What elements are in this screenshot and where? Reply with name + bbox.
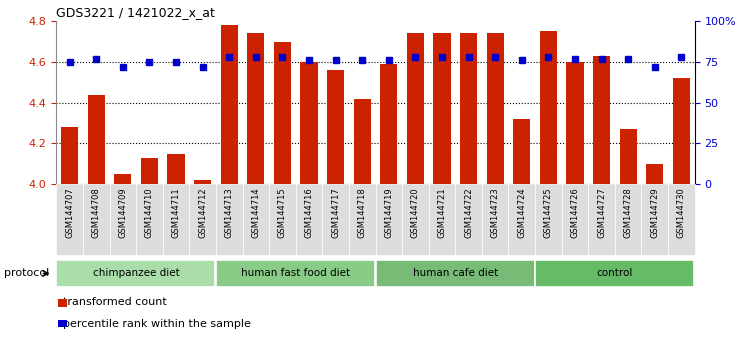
Bar bbox=[646, 164, 663, 184]
Bar bbox=[56, 184, 83, 255]
Text: GSM144718: GSM144718 bbox=[357, 188, 366, 238]
Text: GSM144726: GSM144726 bbox=[571, 188, 580, 238]
Text: GSM144710: GSM144710 bbox=[145, 188, 154, 238]
Text: GSM144729: GSM144729 bbox=[650, 188, 659, 238]
Bar bbox=[593, 56, 611, 184]
Text: GSM144715: GSM144715 bbox=[278, 188, 287, 238]
Bar bbox=[167, 154, 185, 184]
Text: GSM144714: GSM144714 bbox=[252, 188, 261, 238]
Bar bbox=[535, 260, 694, 287]
Bar bbox=[460, 33, 477, 184]
Text: GSM144728: GSM144728 bbox=[623, 188, 632, 238]
Bar bbox=[243, 184, 269, 255]
Text: percentile rank within the sample: percentile rank within the sample bbox=[56, 319, 251, 329]
Bar bbox=[140, 158, 158, 184]
Bar bbox=[620, 129, 637, 184]
Bar bbox=[455, 184, 482, 255]
Bar bbox=[588, 184, 615, 255]
Bar bbox=[354, 99, 371, 184]
Bar bbox=[508, 184, 535, 255]
Bar bbox=[216, 260, 375, 287]
Text: GDS3221 / 1421022_x_at: GDS3221 / 1421022_x_at bbox=[56, 6, 216, 19]
Bar bbox=[110, 184, 136, 255]
Bar bbox=[376, 184, 402, 255]
Text: GSM144707: GSM144707 bbox=[65, 188, 74, 238]
Text: GSM144723: GSM144723 bbox=[490, 188, 499, 238]
Bar bbox=[535, 184, 562, 255]
Bar bbox=[56, 260, 216, 287]
Bar bbox=[221, 25, 238, 184]
Text: GSM144713: GSM144713 bbox=[225, 188, 234, 238]
Bar bbox=[566, 62, 584, 184]
Bar bbox=[83, 184, 110, 255]
Text: human fast food diet: human fast food diet bbox=[241, 268, 350, 279]
Text: GSM144724: GSM144724 bbox=[517, 188, 526, 238]
Text: GSM144711: GSM144711 bbox=[171, 188, 180, 238]
Bar bbox=[136, 184, 163, 255]
Bar bbox=[269, 184, 296, 255]
Bar bbox=[562, 184, 588, 255]
Text: control: control bbox=[597, 268, 633, 279]
Text: GSM144720: GSM144720 bbox=[411, 188, 420, 238]
Bar bbox=[349, 184, 376, 255]
Text: GSM144716: GSM144716 bbox=[304, 188, 313, 238]
Bar bbox=[189, 184, 216, 255]
Bar bbox=[61, 127, 78, 184]
Bar bbox=[216, 184, 243, 255]
Text: GSM144712: GSM144712 bbox=[198, 188, 207, 238]
Bar bbox=[615, 184, 641, 255]
Bar bbox=[114, 174, 131, 184]
Bar bbox=[429, 184, 455, 255]
Bar bbox=[322, 184, 349, 255]
Text: protocol: protocol bbox=[4, 268, 49, 279]
Text: GSM144730: GSM144730 bbox=[677, 188, 686, 238]
Bar bbox=[88, 95, 105, 184]
Text: chimpanzee diet: chimpanzee diet bbox=[92, 268, 179, 279]
Text: GSM144721: GSM144721 bbox=[438, 188, 447, 238]
Bar bbox=[274, 41, 291, 184]
Bar bbox=[407, 33, 424, 184]
Bar bbox=[163, 184, 189, 255]
Text: transformed count: transformed count bbox=[56, 297, 167, 307]
Text: GSM144717: GSM144717 bbox=[331, 188, 340, 238]
Bar bbox=[247, 33, 264, 184]
Bar bbox=[513, 119, 530, 184]
Text: GSM144722: GSM144722 bbox=[464, 188, 473, 238]
Bar bbox=[433, 33, 451, 184]
Bar bbox=[673, 78, 690, 184]
Bar bbox=[376, 260, 535, 287]
Bar bbox=[296, 184, 322, 255]
Bar bbox=[402, 184, 429, 255]
Bar bbox=[380, 64, 397, 184]
Bar bbox=[641, 184, 668, 255]
Bar bbox=[487, 33, 504, 184]
Bar bbox=[482, 184, 508, 255]
Bar bbox=[327, 70, 344, 184]
Bar bbox=[300, 62, 318, 184]
Text: human cafe diet: human cafe diet bbox=[412, 268, 498, 279]
Text: GSM144708: GSM144708 bbox=[92, 188, 101, 238]
Bar bbox=[194, 180, 211, 184]
Bar bbox=[540, 32, 557, 184]
Text: GSM144725: GSM144725 bbox=[544, 188, 553, 238]
Text: GSM144709: GSM144709 bbox=[119, 188, 128, 238]
Bar bbox=[668, 184, 695, 255]
Text: GSM144727: GSM144727 bbox=[597, 188, 606, 238]
Text: GSM144719: GSM144719 bbox=[385, 188, 394, 238]
